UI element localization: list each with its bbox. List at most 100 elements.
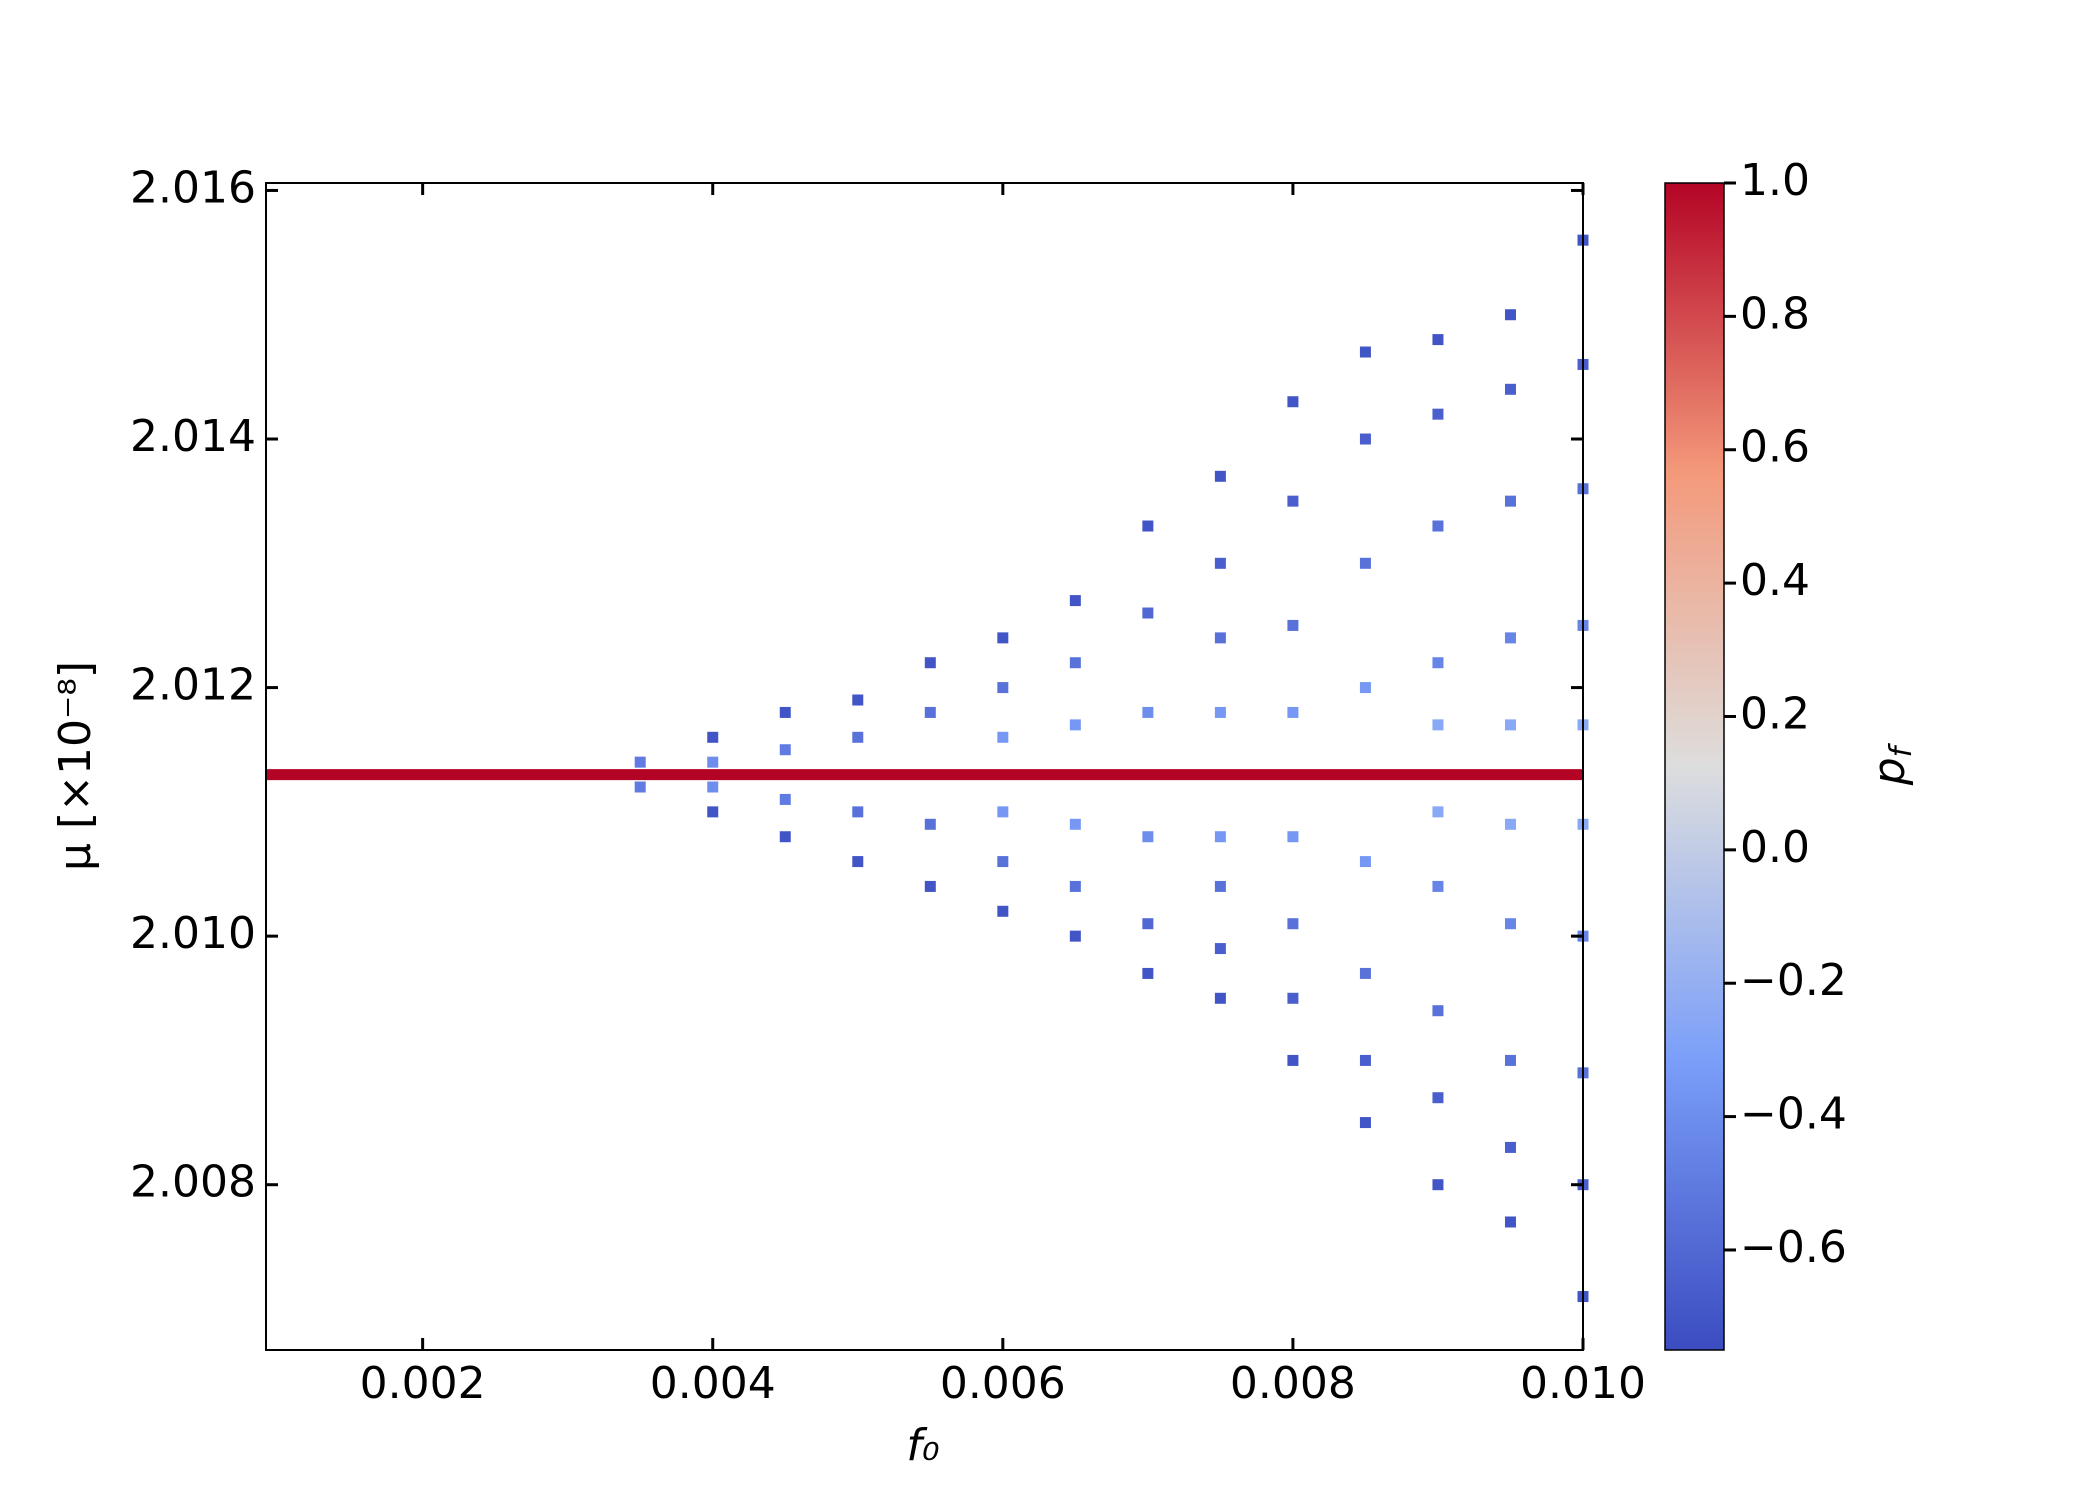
scatter-point <box>997 632 1009 644</box>
y-tick-label: 2.014 <box>130 411 256 462</box>
scatter-point <box>1287 992 1299 1004</box>
scatter-point <box>1432 1092 1444 1104</box>
scatter-point <box>1504 309 1516 321</box>
scatter-point <box>1504 1141 1516 1153</box>
colorbar-tick-label: 0.2 <box>1740 688 1810 739</box>
scatter-point <box>1359 682 1371 694</box>
scatter-point <box>997 905 1009 917</box>
colorbar-tick-label: 0.4 <box>1740 555 1810 606</box>
scatter-point <box>852 856 864 868</box>
scatter-point <box>997 731 1009 743</box>
scatter-point <box>997 682 1009 694</box>
x-tick-label: 0.008 <box>1230 1358 1356 1409</box>
scatter-point <box>924 818 936 830</box>
scatter-point <box>634 756 646 768</box>
scatter-point <box>1432 334 1444 346</box>
scatter-point <box>1432 1005 1444 1017</box>
colorbar <box>1664 182 1725 1351</box>
scatter-point <box>1287 831 1299 843</box>
scatter-point <box>1359 433 1371 445</box>
scatter-point <box>707 731 719 743</box>
scatter-point <box>779 706 791 718</box>
scatter-point <box>1359 856 1371 868</box>
scatter-point <box>1287 706 1299 718</box>
plot-frame <box>265 182 1584 1351</box>
scatter-point <box>852 731 864 743</box>
scatter-point <box>1214 880 1226 892</box>
scatter-point <box>1432 520 1444 532</box>
scatter-point <box>1142 918 1154 930</box>
scatter-point <box>852 806 864 818</box>
scatter-point <box>1432 719 1444 731</box>
scatter-point <box>707 781 719 793</box>
scatter-point <box>1504 383 1516 395</box>
scatter-point <box>1287 396 1299 408</box>
scatter-point <box>1432 880 1444 892</box>
scatter-point <box>707 756 719 768</box>
scatter-point <box>1287 619 1299 631</box>
scatter-point <box>779 831 791 843</box>
scatter-point <box>1214 831 1226 843</box>
scatter-point <box>1069 880 1081 892</box>
scatter-point <box>779 744 791 756</box>
scatter-point <box>1142 520 1154 532</box>
y-tick-label: 2.010 <box>130 908 256 959</box>
colorbar-tick-label: 0.6 <box>1740 422 1810 473</box>
scatter-point <box>1432 408 1444 420</box>
scatter-point <box>1069 930 1081 942</box>
x-axis-label: f₀ <box>906 1420 939 1471</box>
scatter-point <box>1287 495 1299 507</box>
scatter-point <box>1214 706 1226 718</box>
scatter-point <box>707 806 719 818</box>
colorbar-label-base: p <box>1864 757 1915 786</box>
scatter-point <box>779 793 791 805</box>
scatter-point <box>1359 967 1371 979</box>
scatter-point <box>1069 818 1081 830</box>
scatter-point <box>924 880 936 892</box>
scatter-point <box>1432 657 1444 669</box>
scatter-point <box>1432 1179 1444 1191</box>
scatter-point <box>997 856 1009 868</box>
scatter-point <box>1069 657 1081 669</box>
scatter-point <box>1214 992 1226 1004</box>
scatter-point <box>1142 607 1154 619</box>
scatter-point <box>1504 632 1516 644</box>
scatter-point <box>1142 831 1154 843</box>
scatter-point <box>1287 918 1299 930</box>
scatter-point <box>1359 1054 1371 1066</box>
colorbar-tick-label: 0.8 <box>1740 288 1810 339</box>
scatter-point <box>1359 557 1371 569</box>
x-tick-label: 0.004 <box>650 1358 776 1409</box>
scatter-point <box>1504 495 1516 507</box>
scatter-point <box>1069 595 1081 607</box>
scatter-point <box>1504 1054 1516 1066</box>
scatter-point <box>1504 719 1516 731</box>
scatter-point <box>1214 943 1226 955</box>
scatter-point <box>1359 346 1371 358</box>
scatter-point <box>1504 1216 1516 1228</box>
scatter-point <box>634 781 646 793</box>
scatter-point <box>924 657 936 669</box>
scatter-point <box>1214 632 1226 644</box>
y-axis-label: μ [×10⁻⁸] <box>50 661 101 871</box>
colorbar-label-sub: f <box>1884 742 1919 757</box>
y-tick-label: 2.008 <box>130 1157 256 1208</box>
scatter-point <box>1504 918 1516 930</box>
scatter-point <box>1359 1117 1371 1129</box>
colorbar-tick-label: 1.0 <box>1740 155 1810 206</box>
x-tick-label: 0.002 <box>360 1358 486 1409</box>
colorbar-label: pf <box>1864 742 1919 786</box>
scatter-point <box>1142 967 1154 979</box>
scatter-point <box>1069 719 1081 731</box>
colorbar-tick-label: −0.6 <box>1740 1222 1847 1273</box>
colorbar-tick-label: 0.0 <box>1740 822 1810 873</box>
scatter-point <box>1432 806 1444 818</box>
x-tick-label: 0.006 <box>940 1358 1066 1409</box>
colorbar-tick-label: −0.4 <box>1740 1089 1847 1140</box>
y-tick-label: 2.016 <box>130 162 256 213</box>
y-tick-label: 2.012 <box>130 660 256 711</box>
scatter-point <box>852 694 864 706</box>
scatter-point <box>1287 1054 1299 1066</box>
colorbar-tick-label: −0.2 <box>1740 955 1847 1006</box>
